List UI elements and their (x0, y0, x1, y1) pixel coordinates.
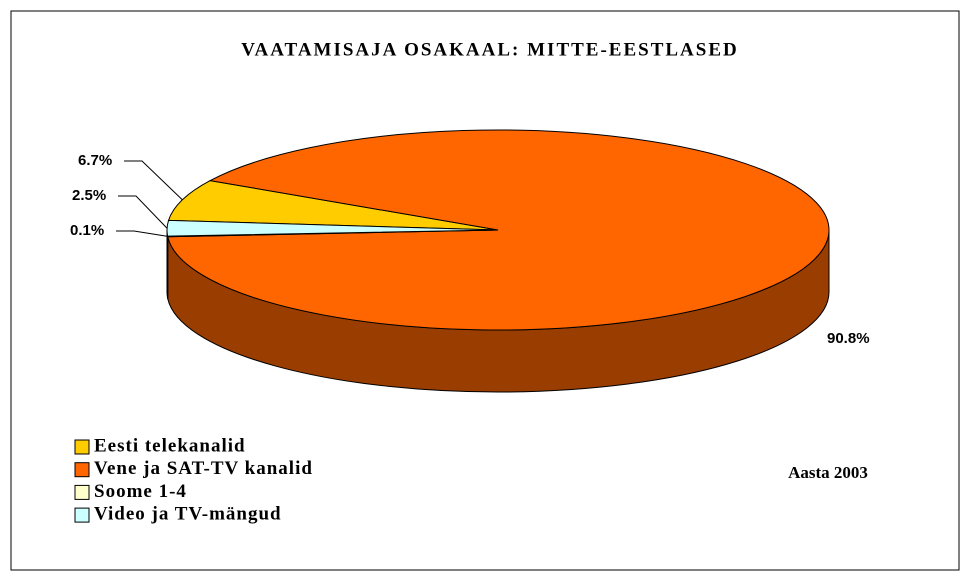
legend-swatch (74, 462, 90, 478)
pie-slice (167, 129, 830, 331)
legend-label: Video ja TV-mängud (94, 503, 282, 524)
data-label: 0.1% (70, 222, 104, 239)
leader-line (116, 230, 168, 237)
pie-side (166, 229, 169, 299)
data-label: 90.8% (827, 330, 870, 347)
legend-swatch (74, 484, 90, 500)
annotation: Aasta 2003 (788, 463, 868, 482)
legend-swatch (74, 507, 90, 523)
legend-swatch (74, 439, 90, 455)
legend-label: Eesti telekanalid (94, 435, 246, 456)
legend-label: Vene ja SAT-TV kanalid (94, 458, 313, 479)
data-label: 2.5% (72, 187, 106, 204)
chart-title: VAATAMISAJA OSAKAAL: MITTE-EESTLASED (241, 39, 738, 60)
legend-label: Soome 1-4 (94, 481, 187, 502)
leader-line (124, 160, 183, 201)
data-label: 6.7% (78, 152, 112, 169)
leader-line (118, 195, 168, 229)
